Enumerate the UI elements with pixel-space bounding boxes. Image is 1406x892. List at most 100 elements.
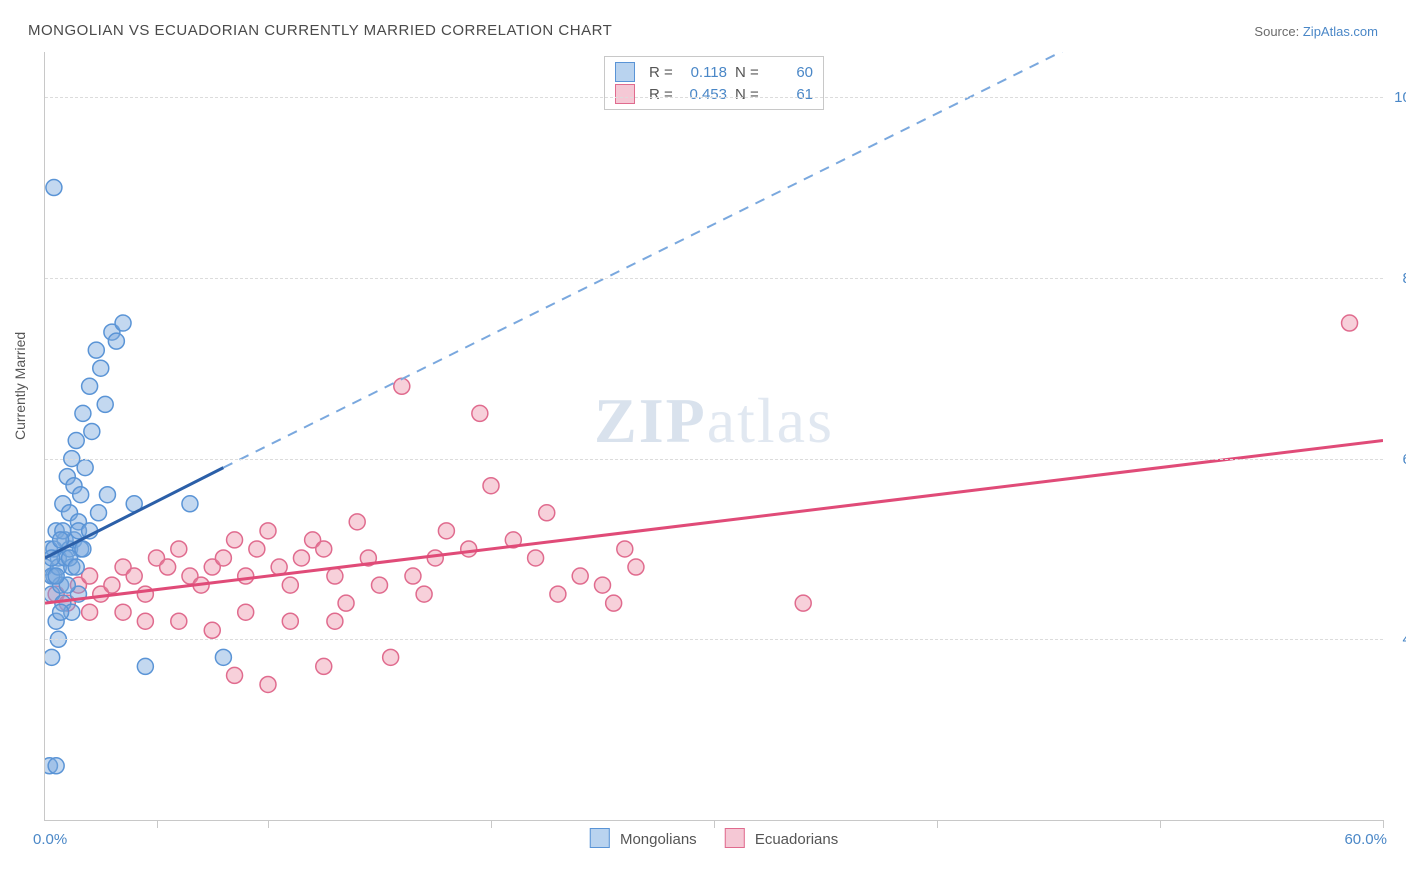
ecuadorians-point — [505, 532, 521, 548]
r-value-ecuadorians: 0.453 — [683, 86, 727, 103]
ecuadorians-point — [572, 568, 588, 584]
plot-area: ZIPatlas R = 0.118 N = 60 R = 0.453 N = … — [44, 52, 1383, 821]
mongolians-point — [82, 523, 98, 539]
mongolians-point — [45, 550, 60, 566]
x-tick — [937, 820, 938, 828]
legend-item-mongolians: Mongolians — [590, 828, 697, 848]
legend-item-ecuadorians: Ecuadorians — [725, 828, 839, 848]
source-link[interactable]: ZipAtlas.com — [1303, 24, 1378, 39]
ecuadorians-point — [137, 613, 153, 629]
mongolians-point — [64, 559, 80, 575]
mongolians-point — [66, 478, 82, 494]
r-label: R = — [649, 64, 675, 81]
watermark: ZIPatlas — [594, 384, 834, 458]
gridline — [45, 97, 1383, 98]
source-attribution: Source: ZipAtlas.com — [1254, 24, 1378, 39]
ecuadorians-point — [115, 559, 131, 575]
mongolians-trend-solid — [45, 468, 223, 558]
scatter-svg — [45, 52, 1383, 820]
mongolians-point — [45, 568, 60, 584]
mongolians-trend-dash — [223, 52, 1115, 468]
mongolians-point — [99, 487, 115, 503]
ecuadorians-point — [360, 550, 376, 566]
ecuadorians-point — [104, 577, 120, 593]
ecuadorians-point — [182, 568, 198, 584]
source-label: Source: — [1254, 24, 1299, 39]
legend-swatch-ecuadorians — [615, 84, 635, 104]
ecuadorians-point — [249, 541, 265, 557]
mongolians-point — [126, 496, 142, 512]
mongolians-point — [50, 550, 66, 566]
ecuadorians-point — [372, 577, 388, 593]
mongolians-point — [53, 604, 69, 620]
mongolians-point — [73, 487, 89, 503]
mongolians-point — [62, 550, 78, 566]
ecuadorians-point — [282, 577, 298, 593]
mongolians-point — [45, 541, 57, 557]
ecuadorians-point — [405, 568, 421, 584]
ecuadorians-point — [606, 595, 622, 611]
ecuadorians-point — [427, 550, 443, 566]
ecuadorians-point — [795, 595, 811, 611]
ecuadorians-point — [82, 604, 98, 620]
mongolians-point — [57, 532, 73, 548]
mongolians-point — [59, 577, 75, 593]
mongolians-point — [48, 523, 64, 539]
mongolians-point — [75, 541, 91, 557]
ecuadorians-point — [539, 505, 555, 521]
n-value-mongolians: 60 — [769, 64, 813, 81]
x-axis-max-label: 60.0% — [1344, 831, 1387, 848]
ecuadorians-point — [204, 622, 220, 638]
ecuadorians-point — [595, 577, 611, 593]
mongolians-point — [45, 586, 60, 602]
ecuadorians-point — [215, 550, 231, 566]
n-label: N = — [735, 86, 761, 103]
mongolians-point — [59, 469, 75, 485]
mongolians-point — [108, 333, 124, 349]
x-tick — [714, 820, 715, 828]
ecuadorians-point — [70, 577, 86, 593]
legend-swatch-mongolians — [590, 828, 610, 848]
mongolians-point — [70, 523, 86, 539]
mongolians-point — [104, 324, 120, 340]
gridline — [45, 459, 1383, 460]
ecuadorians-point — [227, 667, 243, 683]
mongolians-point — [70, 586, 86, 602]
mongolians-point — [45, 649, 60, 665]
n-label: N = — [735, 64, 761, 81]
ecuadorians-point — [282, 613, 298, 629]
mongolians-point — [45, 559, 53, 575]
ecuadorians-point — [550, 586, 566, 602]
ecuadorians-point — [327, 568, 343, 584]
mongolians-point — [93, 360, 109, 376]
mongolians-point — [55, 523, 71, 539]
mongolians-point — [97, 396, 113, 412]
mongolians-point — [88, 342, 104, 358]
legend-row-mongolians: R = 0.118 N = 60 — [615, 61, 813, 83]
mongolians-point — [82, 378, 98, 394]
watermark-atlas: atlas — [707, 385, 834, 456]
ecuadorians-point — [227, 532, 243, 548]
y-tick-label: 40.0% — [1387, 631, 1406, 648]
ecuadorians-point — [383, 649, 399, 665]
mongolians-point — [215, 649, 231, 665]
mongolians-point — [68, 559, 84, 575]
legend-swatch-ecuadorians — [725, 828, 745, 848]
mongolians-point — [46, 541, 62, 557]
ecuadorians-point — [238, 604, 254, 620]
mongolians-point — [77, 460, 93, 476]
gridline — [45, 278, 1383, 279]
mongolians-point — [46, 180, 62, 196]
chart-title: MONGOLIAN VS ECUADORIAN CURRENTLY MARRIE… — [28, 22, 612, 39]
r-label: R = — [649, 86, 675, 103]
ecuadorians-point — [204, 559, 220, 575]
ecuadorians-point — [628, 559, 644, 575]
ecuadorians-point — [316, 541, 332, 557]
ecuadorians-point — [338, 595, 354, 611]
ecuadorians-point — [1342, 315, 1358, 331]
mongolians-point — [48, 568, 64, 584]
mongolians-point — [66, 532, 82, 548]
ecuadorians-point — [171, 541, 187, 557]
gridline — [45, 639, 1383, 640]
r-value-mongolians: 0.118 — [683, 64, 727, 81]
